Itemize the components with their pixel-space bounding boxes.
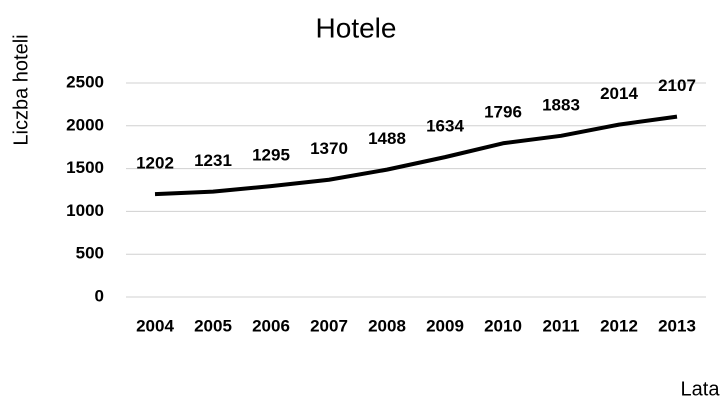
data-label: 1488 <box>368 129 406 148</box>
data-label: 1202 <box>136 154 174 173</box>
x-tick-label: 2004 <box>136 316 174 335</box>
data-label: 1231 <box>194 151 232 170</box>
data-label: 2107 <box>658 76 696 95</box>
y-tick-label: 2000 <box>66 115 104 134</box>
data-label: 1295 <box>252 146 290 165</box>
y-tick-label: 500 <box>76 244 104 263</box>
x-tick-label: 2008 <box>368 316 406 335</box>
y-axis-label: Liczba hoteli <box>10 34 32 145</box>
y-tick-label: 0 <box>95 286 104 305</box>
x-tick-label: 2013 <box>658 316 696 335</box>
x-tick-label: 2011 <box>543 316 580 335</box>
x-tick-label: 2010 <box>484 316 522 335</box>
data-label: 1634 <box>426 117 464 136</box>
line <box>154 114 678 197</box>
x-tick-label: 2005 <box>194 316 232 335</box>
chart-title: Hotele <box>316 12 397 43</box>
x-tick-label: 2007 <box>310 316 348 335</box>
y-tick-label: 2500 <box>66 72 104 91</box>
data-label: 2014 <box>600 84 638 103</box>
data-label: 1796 <box>484 103 522 122</box>
x-tick-label: 2009 <box>426 316 464 335</box>
data-label: 1883 <box>542 95 580 114</box>
y-tick-label: 1000 <box>66 201 104 220</box>
x-tick-label: 2006 <box>252 316 290 335</box>
x-axis-label: Lata <box>681 378 721 400</box>
x-tick-label: 2012 <box>600 316 638 335</box>
data-label: 1370 <box>310 139 348 158</box>
y-tick-label: 1500 <box>66 158 104 177</box>
